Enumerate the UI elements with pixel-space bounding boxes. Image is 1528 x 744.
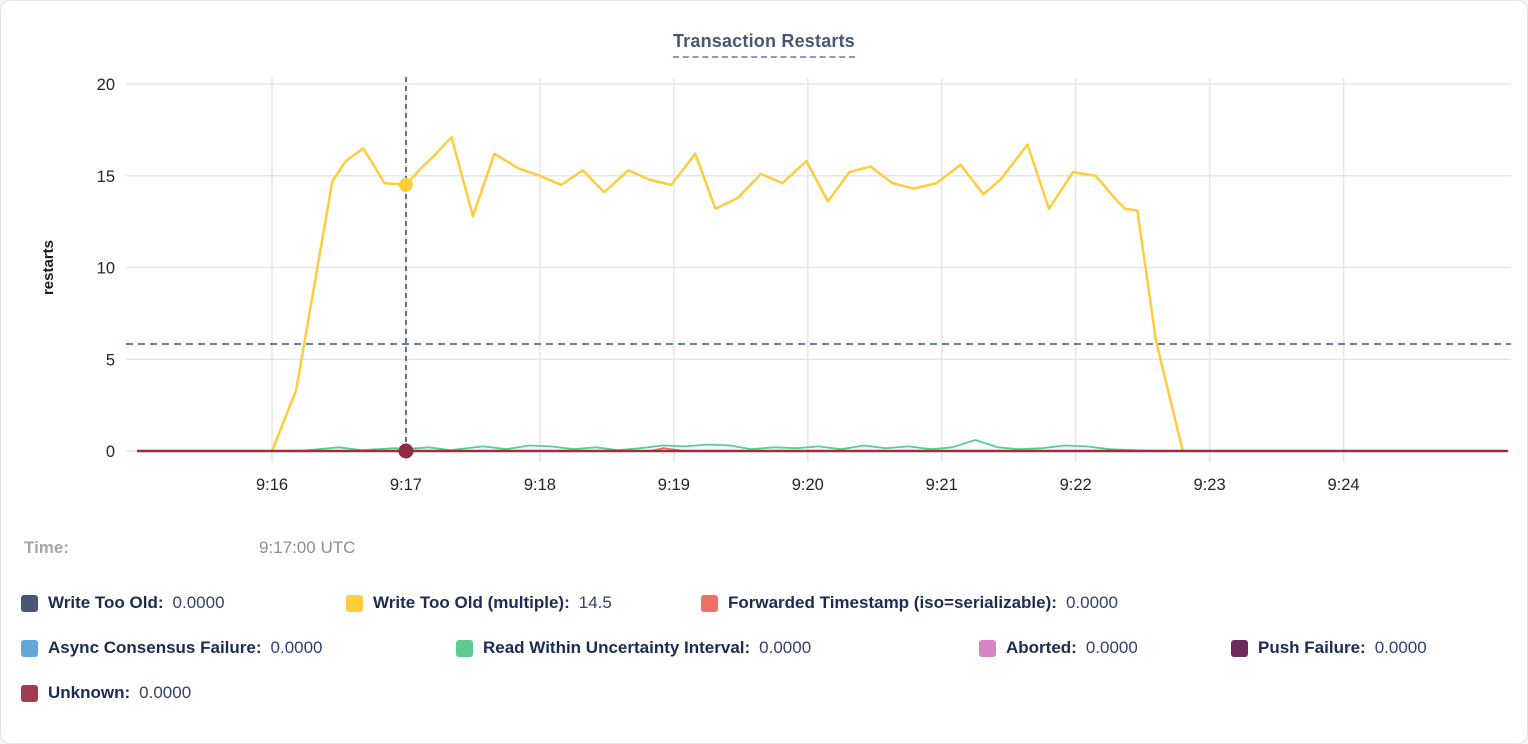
legend-item-async-consensus-failure[interactable]: Async Consensus Failure: 0.0000 (21, 636, 323, 660)
legend-swatch (346, 594, 363, 612)
legend-label: Forwarded Timestamp (iso=serializable): (728, 593, 1057, 612)
legend-item-write-too-old[interactable]: Write Too Old: 0.0000 (21, 591, 225, 615)
y-tick-label: 5 (106, 351, 115, 369)
y-tick-label: 20 (97, 76, 115, 94)
y-tick-label: 10 (97, 260, 115, 278)
x-tick-label: 9:16 (256, 476, 288, 494)
x-tick-label: 9:17 (390, 476, 422, 494)
legend-value: 0.0000 (1085, 638, 1138, 657)
chart-title[interactable]: Transaction Restarts (672, 31, 856, 58)
x-tick-label: 9:23 (1194, 476, 1226, 494)
legend-swatch (701, 594, 718, 612)
legend-label: Async Consensus Failure: (48, 638, 262, 657)
legend-swatch (979, 639, 996, 657)
legend-swatch (456, 639, 473, 657)
legend-value: 14.5 (578, 593, 612, 612)
chart-header: Transaction Restarts (1, 31, 1527, 58)
y-tick-label: 15 (97, 168, 115, 186)
series-line-read-within-uncertainty-interval (297, 439, 1155, 452)
x-tick-label: 9:22 (1060, 476, 1092, 494)
legend-swatch (21, 639, 38, 657)
y-axis-title: restarts (40, 240, 57, 295)
legend-item-unknown[interactable]: Unknown: 0.0000 (21, 681, 191, 705)
legend-label: Push Failure: (1258, 638, 1366, 657)
x-tick-label: 9:20 (792, 476, 824, 494)
hover-time-row: Time: 9:17:00 UTC (1, 538, 1527, 562)
legend-item-push-failure[interactable]: Push Failure: 0.0000 (1231, 636, 1427, 660)
x-tick-label: 9:18 (524, 476, 556, 494)
legend-label: Write Too Old: (48, 593, 164, 612)
legend-value: 0.0000 (1374, 638, 1427, 657)
legend-label: Unknown: (48, 683, 131, 702)
legend-item-aborted[interactable]: Aborted: 0.0000 (979, 636, 1138, 660)
legend-label: Write Too Old (multiple): (373, 593, 570, 612)
legend-label: Aborted: (1006, 638, 1077, 657)
legend-value: 0.0000 (270, 638, 323, 657)
legend-item-read-within-uncertainty-interval[interactable]: Read Within Uncertainty Interval: 0.0000 (456, 636, 811, 660)
legend-swatch (21, 594, 38, 612)
hover-dot (398, 443, 414, 459)
hover-dot (398, 177, 413, 192)
legend-value: 0.0000 (139, 683, 192, 702)
legend-swatch (21, 684, 38, 702)
transaction-restarts-chart[interactable]: 0 5 10 15 20 9:16 9:17 9:18 9:19 9:20 9:21 9:22 9:23… (1, 1, 1528, 521)
legend-swatch (1231, 639, 1248, 657)
legend-value: 0.0000 (1065, 593, 1118, 612)
hover-time-label: Time: (24, 538, 70, 557)
legend-label: Read Within Uncertainty Interval: (483, 638, 751, 657)
legend-value: 0.0000 (759, 638, 812, 657)
hover-time-value: 9:17:00 UTC (259, 538, 356, 557)
x-tick-label: 9:21 (926, 476, 958, 494)
legend-item-write-too-old-multiple[interactable]: Write Too Old (multiple): 14.5 (346, 591, 612, 615)
x-tick-label: 9:19 (658, 476, 690, 494)
y-tick-label: 0 (106, 443, 115, 461)
series-line-write-too-old-multiple (270, 135, 1185, 453)
x-tick-label: 9:24 (1328, 476, 1360, 494)
legend-item-forwarded-timestamp-iso-serializable[interactable]: Forwarded Timestamp (iso=serializable): 0… (701, 591, 1118, 615)
legend-value: 0.0000 (172, 593, 225, 612)
